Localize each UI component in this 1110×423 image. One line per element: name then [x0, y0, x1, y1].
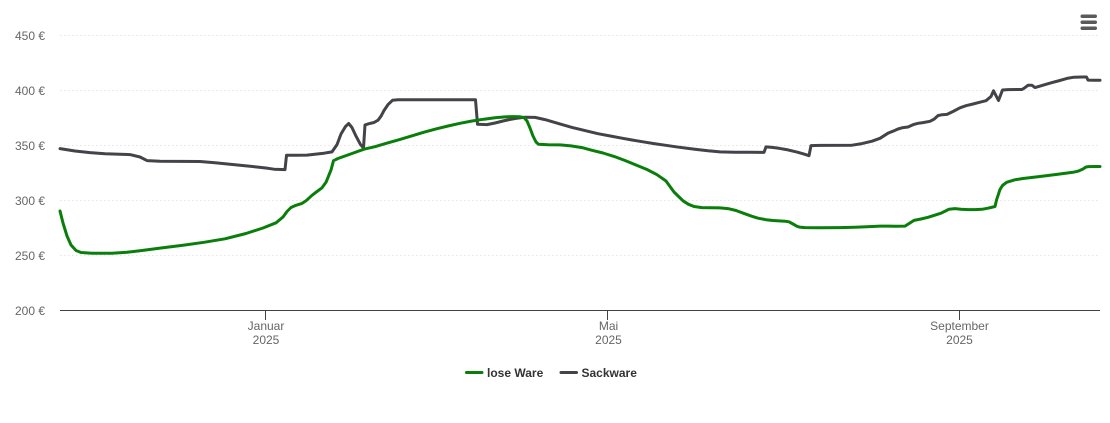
svg-text:September: September	[930, 319, 989, 333]
svg-text:lose Ware: lose Ware	[487, 366, 544, 380]
svg-text:Mai: Mai	[599, 319, 618, 333]
svg-text:2025: 2025	[253, 333, 280, 347]
svg-text:350 €: 350 €	[15, 139, 45, 153]
svg-text:Januar: Januar	[248, 319, 285, 333]
svg-text:400 €: 400 €	[15, 84, 45, 98]
svg-text:2025: 2025	[946, 333, 973, 347]
svg-text:450 €: 450 €	[15, 29, 45, 43]
svg-text:2025: 2025	[595, 333, 622, 347]
svg-text:200 €: 200 €	[15, 304, 45, 318]
svg-text:250 €: 250 €	[15, 249, 45, 263]
svg-text:300 €: 300 €	[15, 194, 45, 208]
svg-text:Sackware: Sackware	[582, 366, 638, 380]
